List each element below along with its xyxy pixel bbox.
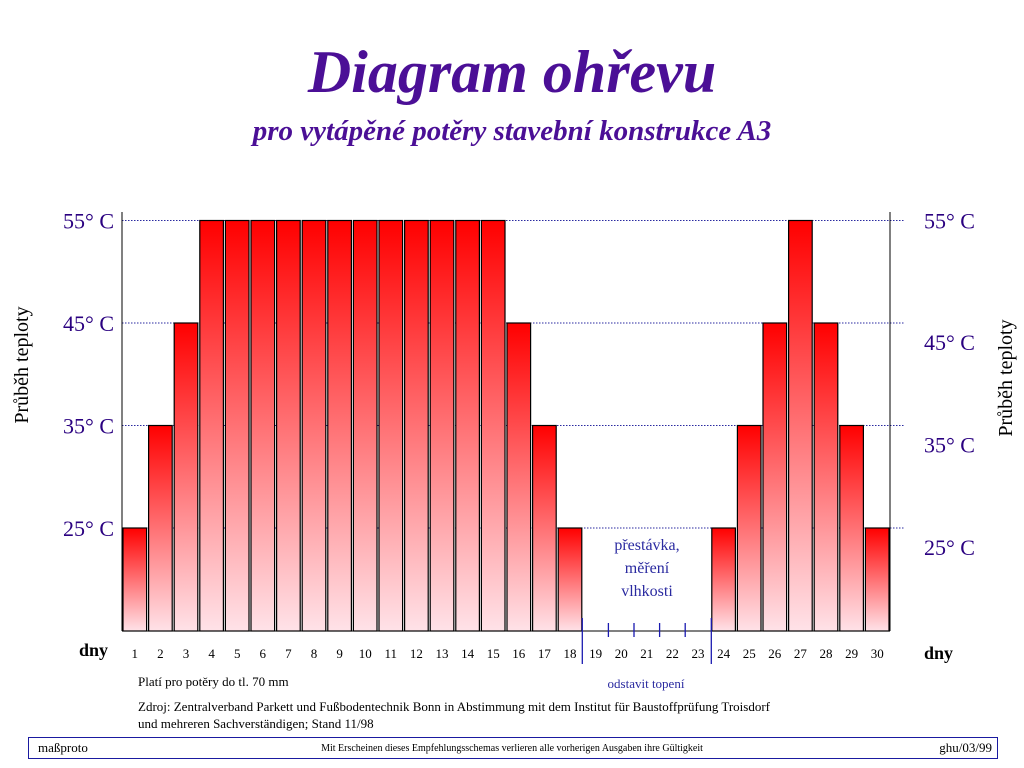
x-axis-label-right: dny (924, 643, 953, 663)
x-tick-5: 5 (234, 646, 241, 661)
bar-day-17 (531, 424, 557, 632)
bar-day-5 (224, 219, 250, 632)
x-tick-7: 7 (285, 646, 292, 661)
y-tick-left-45: 45° C (63, 311, 114, 336)
y-tick-right-25: 25° C (924, 535, 975, 560)
bar-day-27 (787, 219, 813, 632)
x-tick-15: 15 (487, 646, 500, 661)
x-tick-20: 20 (615, 646, 628, 661)
bar-day-8 (301, 219, 327, 632)
y-tick-left-25: 25° C (63, 516, 114, 541)
bar-day-26 (762, 322, 788, 632)
x-tick-21: 21 (640, 646, 653, 661)
y-tick-right-55: 55° C (924, 209, 975, 234)
bar-day-14 (455, 219, 480, 632)
bar-day-24 (711, 527, 736, 632)
pause-markers (581, 618, 712, 664)
x-tick-28: 28 (820, 646, 833, 661)
footer-bar (28, 737, 998, 759)
x-tick-17: 17 (538, 646, 552, 661)
footer-left: maßproto (38, 740, 88, 755)
x-tick-8: 8 (311, 646, 318, 661)
bar-day-25 (736, 424, 762, 632)
applies-note: Platí pro potěry do tl. 70 mm (138, 674, 289, 689)
bar-day-2 (148, 424, 173, 632)
bar-day-9 (327, 219, 352, 632)
heating-off-note: odstavit topení (608, 676, 685, 691)
x-tick-27: 27 (794, 646, 808, 661)
y-axis-label-left: Průběh teploty (11, 306, 33, 423)
pause-line-2: měření (625, 560, 670, 577)
bar-day-18 (557, 527, 583, 632)
source-line-1: Zdroj: Zentralverband Parkett und Fußbod… (138, 699, 771, 714)
bar-day-7 (276, 219, 301, 632)
pause-line-1: přestávka, (614, 537, 679, 554)
bar-day-4 (199, 219, 225, 632)
page-title: Diagram ohřevu (307, 39, 717, 105)
y-axis-label-right: Průběh teploty (995, 319, 1017, 436)
x-tick-18: 18 (564, 646, 577, 661)
x-tick-22: 22 (666, 646, 679, 661)
footer-center: Mit Erscheinen dieses Empfehlungsschemas… (321, 743, 703, 754)
x-tick-24: 24 (717, 646, 731, 661)
x-tick-12: 12 (410, 646, 423, 661)
x-tick-29: 29 (845, 646, 858, 661)
x-tick-19: 19 (589, 646, 602, 661)
x-tick-11: 11 (385, 646, 398, 661)
x-tick-2: 2 (157, 646, 164, 661)
x-tick-6: 6 (260, 646, 267, 661)
source-line-2: und mehreren Sachverständigen; Stand 11/… (138, 716, 374, 731)
x-tick-10: 10 (359, 646, 372, 661)
x-tick-1: 1 (132, 646, 139, 661)
x-tick-16: 16 (512, 646, 526, 661)
footer-right: ghu/03/99 (939, 740, 992, 755)
x-tick-3: 3 (183, 646, 190, 661)
bar-day-10 (352, 219, 378, 632)
y-tick-right-45: 45° C (924, 330, 975, 355)
bar-day-3 (173, 322, 199, 632)
bar-day-6 (250, 219, 276, 632)
bar-day-15 (480, 219, 506, 632)
x-tick-23: 23 (692, 646, 705, 661)
page-subtitle: pro vytápěné potěry stavební konstrukce … (252, 115, 772, 147)
bar-day-29 (839, 424, 864, 632)
x-axis-label-left: dny (79, 640, 108, 660)
bar-day-16 (506, 322, 532, 632)
bar-day-11 (378, 219, 404, 632)
x-tick-25: 25 (743, 646, 756, 661)
x-tick-30: 30 (871, 646, 884, 661)
x-tick-26: 26 (768, 646, 782, 661)
bar-day-12 (404, 219, 429, 632)
pause-line-3: vlhkosti (621, 583, 673, 600)
y-tick-left-55: 55° C (63, 209, 114, 234)
pause-annotation: přestávka, měření vlhkosti (614, 537, 679, 600)
x-tick-9: 9 (336, 646, 343, 661)
y-tick-left-35: 35° C (63, 414, 114, 439)
bar-day-28 (813, 322, 839, 632)
x-tick-4: 4 (208, 646, 215, 661)
y-tick-right-35: 35° C (924, 433, 975, 458)
bar-day-1 (122, 527, 148, 632)
bar-day-30 (864, 527, 890, 632)
x-tick-14: 14 (461, 646, 475, 661)
bar-day-13 (429, 219, 455, 632)
heating-chart: 1 2 3 4 5 6 7 8 9 10 11 12 13 14 15 16 17 18 19 20 21 22 23 24 2… (11, 209, 1017, 692)
x-tick-13: 13 (436, 646, 449, 661)
